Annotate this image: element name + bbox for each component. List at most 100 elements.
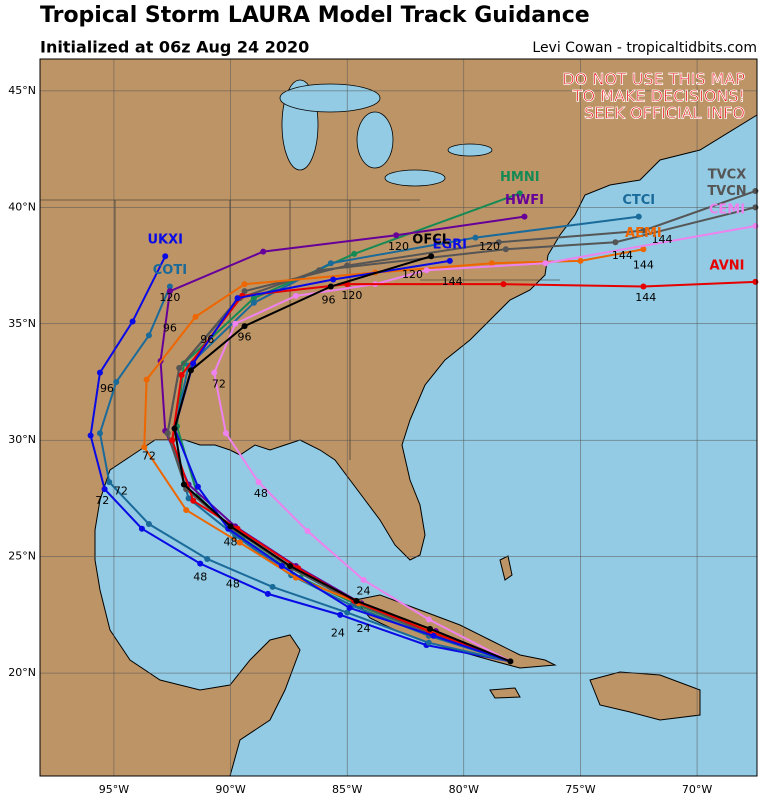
hour-label: 120 bbox=[388, 240, 409, 253]
track-name: CTCI bbox=[622, 193, 655, 208]
track-point bbox=[425, 616, 432, 623]
track-point bbox=[472, 234, 479, 241]
track-point bbox=[87, 432, 94, 439]
track-point bbox=[241, 323, 248, 330]
track-point bbox=[250, 299, 257, 306]
hour-label: 120 bbox=[479, 240, 500, 253]
track-name: TVCN bbox=[707, 184, 746, 199]
hour-label: 48 bbox=[254, 487, 268, 500]
track-point bbox=[292, 292, 299, 299]
track-point bbox=[304, 528, 311, 535]
warning: DO NOT USE THIS MAP TO MAKE DECISIONS! S… bbox=[562, 69, 746, 123]
bahamas bbox=[499, 555, 513, 581]
track-point bbox=[287, 562, 294, 569]
track-point bbox=[204, 555, 211, 562]
track-point bbox=[236, 539, 243, 546]
track-point bbox=[194, 483, 201, 490]
hour-label: 48 bbox=[226, 578, 240, 591]
track-point bbox=[169, 437, 176, 444]
track-point bbox=[502, 246, 509, 253]
track-point bbox=[426, 625, 433, 632]
track-point bbox=[96, 430, 103, 437]
track-point bbox=[640, 246, 647, 253]
track-point bbox=[260, 248, 267, 255]
track-point bbox=[141, 444, 148, 451]
track-point bbox=[232, 320, 239, 327]
jamaica bbox=[489, 687, 521, 699]
track-point bbox=[425, 639, 432, 646]
map-frame bbox=[39, 58, 758, 777]
track-name: HWFI bbox=[505, 193, 544, 208]
hour-label: 144 bbox=[612, 249, 633, 262]
hour-label: 144 bbox=[442, 275, 463, 288]
track-point bbox=[428, 253, 435, 260]
track-point bbox=[162, 253, 169, 260]
x-tick-label: 85°W bbox=[332, 783, 362, 796]
x-tick-label: 70°W bbox=[682, 783, 712, 796]
x-tick-label: 75°W bbox=[565, 783, 595, 796]
track-point bbox=[183, 507, 190, 514]
hour-label: 120 bbox=[159, 291, 180, 304]
track-point bbox=[197, 560, 204, 567]
track-point bbox=[185, 495, 192, 502]
track-name: COTI bbox=[153, 263, 187, 278]
track-point bbox=[211, 369, 218, 376]
hour-label: 144 bbox=[652, 233, 673, 246]
track-point bbox=[542, 260, 549, 267]
track-point bbox=[241, 288, 248, 295]
hour-label: 96 bbox=[100, 382, 114, 395]
track-point bbox=[106, 479, 113, 486]
track-point bbox=[138, 525, 145, 532]
track-name: AVNI bbox=[710, 258, 745, 273]
track-point bbox=[250, 295, 257, 302]
track-point bbox=[521, 213, 528, 220]
track-point bbox=[316, 267, 323, 274]
track-point bbox=[430, 632, 437, 639]
warning-line: SEEK OFFICIAL INFO bbox=[584, 104, 745, 123]
lake-huron bbox=[356, 111, 394, 169]
track-point bbox=[488, 260, 495, 267]
track-point bbox=[180, 481, 187, 488]
lake-ontario bbox=[447, 143, 493, 157]
hour-label: 24 bbox=[357, 622, 371, 635]
track-name: EGRI bbox=[433, 237, 467, 252]
title: Tropical Storm LAURA Model Track Guidanc… bbox=[40, 3, 590, 28]
track-name: UKXI bbox=[148, 233, 184, 248]
hour-label: 72 bbox=[142, 450, 156, 463]
track-point bbox=[187, 367, 194, 374]
x-tick-label: 90°W bbox=[215, 783, 245, 796]
y-tick-label: 45°N bbox=[8, 84, 36, 97]
track-origin bbox=[507, 658, 514, 665]
track-point bbox=[190, 497, 197, 504]
y-tick-label: 35°N bbox=[8, 317, 36, 330]
warning-line: TO MAKE DECISIONS! bbox=[572, 87, 745, 106]
track-point bbox=[446, 257, 453, 264]
track-point bbox=[176, 365, 183, 372]
hour-label: 144 bbox=[633, 259, 654, 272]
track-point bbox=[113, 378, 120, 385]
hour-label: 48 bbox=[193, 571, 207, 584]
track-point bbox=[353, 597, 360, 604]
hour-label: 120 bbox=[402, 268, 423, 281]
track-point bbox=[278, 562, 285, 569]
lake-erie bbox=[384, 169, 446, 187]
track-point bbox=[222, 430, 229, 437]
hour-label: 120 bbox=[341, 289, 362, 302]
track-point bbox=[640, 283, 647, 290]
track-point bbox=[145, 521, 152, 528]
hour-label: 48 bbox=[224, 536, 238, 549]
track-point bbox=[264, 590, 271, 597]
track-point bbox=[500, 281, 507, 288]
track-point bbox=[241, 281, 248, 288]
x-tick-label: 95°W bbox=[99, 783, 129, 796]
track-point bbox=[143, 376, 150, 383]
track-point bbox=[96, 369, 103, 376]
track-point bbox=[145, 332, 152, 339]
hour-label: 96 bbox=[322, 293, 336, 306]
hour-label: 72 bbox=[114, 484, 128, 497]
track-point bbox=[166, 288, 173, 295]
graticule: 95°W 90°W 85°W 80°W 75°W 70°W 20°N 25°N 30°N 35°N… bbox=[8, 59, 757, 796]
track-point bbox=[360, 576, 367, 583]
